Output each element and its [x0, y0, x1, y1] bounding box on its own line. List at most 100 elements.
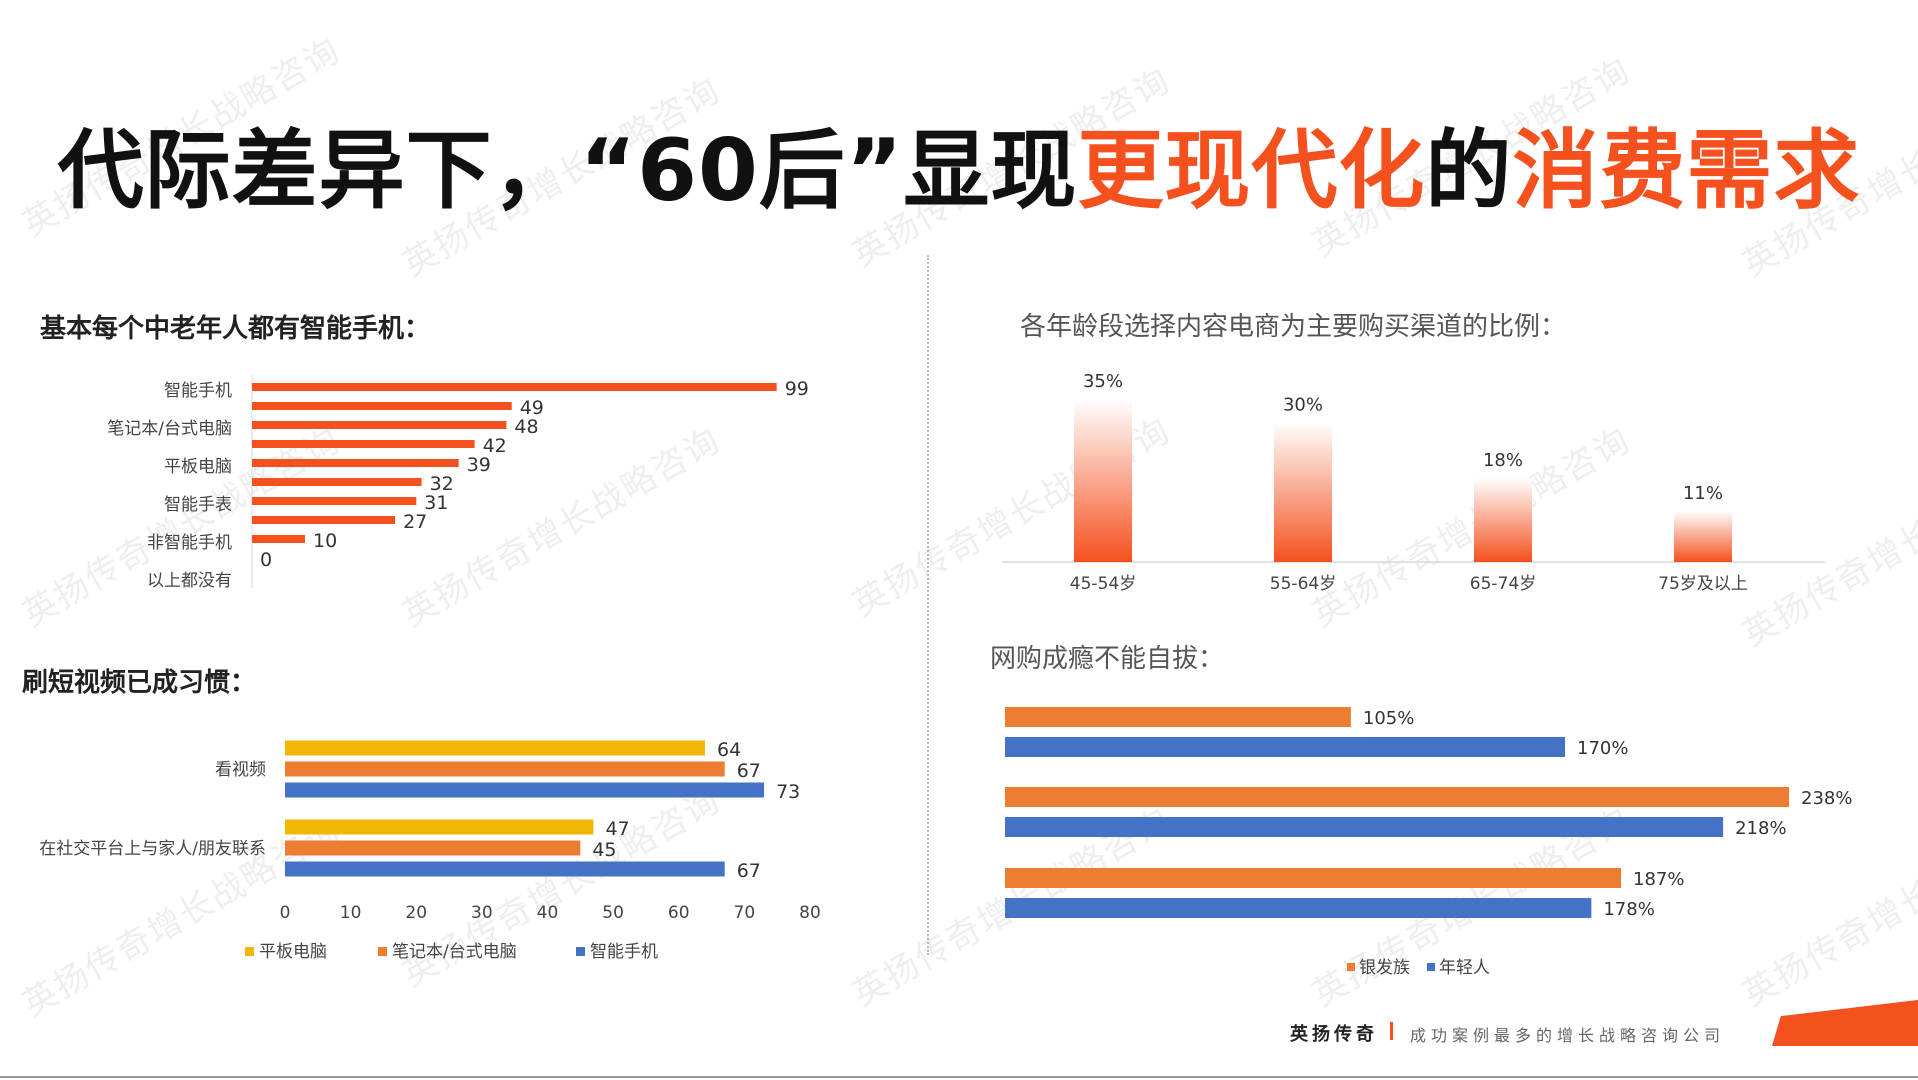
bar-0-0: [285, 740, 705, 756]
x-tick-label-2: 20: [405, 903, 427, 923]
footer-separator: [1390, 1022, 1393, 1040]
y-tick-label-1: 在社交平台上与家人/朋友联系: [39, 839, 266, 859]
x-tick-label-0: 45-54岁: [1070, 574, 1136, 594]
y-tick-label-3: 智能手表: [164, 495, 232, 515]
data-label-8: 10: [313, 530, 337, 552]
bar-1-0: [285, 819, 594, 835]
bar-8: [252, 535, 305, 543]
online-shopping-chart: 105% 170% 238% 218% 187% 178% 银发族 年轻人: [1005, 707, 1852, 978]
legend-swatch-2: [576, 947, 585, 956]
data-label-0-1: 67: [737, 760, 761, 782]
data-label-1-1: 218%: [1735, 818, 1786, 839]
data-label-1-0: 47: [605, 818, 629, 840]
y-tick-label-0: 看视频: [215, 760, 266, 780]
title-text-de: 的: [1425, 121, 1513, 221]
x-tick-label-3: 75岁及以上: [1658, 574, 1748, 594]
y-tick-label-4: 非智能手机: [147, 533, 232, 553]
x-tick-label-1: 10: [340, 903, 362, 923]
bar-2-0: [1005, 868, 1621, 888]
bar-2: [252, 421, 507, 429]
legend-swatch-0: [1347, 963, 1355, 971]
title-highlight-demand: 消费需求: [1512, 121, 1861, 221]
bar-0-1: [1005, 737, 1565, 757]
x-tick-label-8: 80: [799, 903, 821, 923]
bottom-border: [0, 1076, 1918, 1078]
data-label-6: 31: [424, 492, 448, 514]
data-label-1-2: 67: [737, 860, 761, 882]
bar-1-2: [285, 861, 725, 877]
x-tick-label-1: 55-64岁: [1270, 574, 1336, 594]
page-title: 代际差异下，“60后”显现更现代化的消费需求: [0, 100, 1918, 225]
data-label-2-1: 178%: [1603, 899, 1654, 920]
title-text: 代际差异下，“60后”显现: [57, 121, 1078, 221]
legend-swatch-1: [1427, 963, 1435, 971]
legend-swatch-1: [378, 947, 387, 956]
ecommerce-section-title: 各年龄段选择内容电商为主要购买渠道的比例：: [1020, 312, 1567, 342]
data-label-5: 32: [430, 473, 454, 495]
title-highlight-modern: 更现代化: [1077, 121, 1426, 221]
data-label-0-0: 105%: [1363, 708, 1414, 729]
x-tick-label-4: 40: [537, 903, 559, 923]
data-label-1-1: 45: [592, 839, 616, 861]
data-label-3: 11%: [1683, 483, 1723, 504]
legend-label-0: 平板电脑: [259, 942, 327, 962]
data-label-1: 30%: [1283, 394, 1323, 415]
vertical-divider: [927, 255, 929, 955]
footer-slogan: 成功案例最多的增长战略咨询公司: [1410, 1026, 1726, 1045]
bar-2-1: [1005, 898, 1592, 918]
legend-swatch-0: [245, 947, 254, 956]
data-label-0-1: 170%: [1577, 738, 1628, 759]
bar-0: [252, 383, 777, 391]
bar-1: [1274, 422, 1332, 562]
data-label-0-0: 64: [717, 739, 741, 761]
data-label-1: 49: [520, 397, 544, 419]
shopping-section-title: 网购成瘾不能自拔：: [990, 644, 1225, 674]
data-label-2-0: 187%: [1633, 869, 1684, 890]
bar-2: [1474, 478, 1532, 562]
x-tick-label-6: 60: [668, 903, 690, 923]
bar-1-1: [285, 840, 581, 856]
x-tick-label-2: 65-74岁: [1470, 574, 1536, 594]
data-label-4: 39: [467, 454, 491, 476]
legend-label-1: 年轻人: [1439, 958, 1490, 978]
bar-3: [1674, 510, 1732, 562]
smartphone-section-title: 基本每个中老年人都有智能手机：: [40, 314, 431, 344]
data-label-0: 99: [785, 378, 809, 400]
bar-1: [252, 402, 512, 410]
data-label-2: 18%: [1483, 450, 1523, 471]
x-tick-label-5: 50: [602, 903, 624, 923]
data-label-0: 35%: [1083, 371, 1123, 392]
bar-1-1: [1005, 817, 1724, 837]
y-tick-label-1: 笔记本/台式电脑: [107, 419, 232, 439]
bar-4: [252, 459, 459, 467]
footer-brand: 英扬传奇: [1290, 1024, 1378, 1045]
bar-6: [252, 497, 417, 505]
legend-label-2: 智能手机: [590, 942, 658, 962]
bar-1-0: [1005, 787, 1789, 807]
x-tick-label-0: 0: [280, 903, 291, 923]
data-label-3: 42: [483, 435, 507, 457]
y-tick-label-5: 以上都没有: [147, 571, 232, 591]
shortvideo-section-title: 刷短视频已成习惯：: [22, 668, 257, 698]
bar-5: [252, 478, 422, 486]
content-ecommerce-chart: 35% 45-54岁 30% 55-64岁 18% 65-74岁 11% 75岁及以上: [1002, 371, 1825, 594]
legend-label-0: 银发族: [1359, 958, 1410, 978]
x-tick-label-3: 30: [471, 903, 493, 923]
x-tick-label-7: 70: [734, 903, 756, 923]
y-tick-label-0: 智能手机: [164, 381, 232, 401]
bar-3: [252, 440, 475, 448]
data-label-9: 0: [260, 549, 272, 571]
data-label-7: 27: [403, 511, 427, 533]
bar-7: [252, 516, 396, 524]
bar-0: [1074, 399, 1132, 562]
y-tick-label-2: 平板电脑: [164, 457, 232, 477]
bar-0-2: [285, 782, 765, 798]
bar-0-0: [1005, 707, 1351, 727]
bar-0-1: [285, 761, 725, 777]
data-label-0-2: 73: [776, 781, 800, 803]
footer-accent-shape: [1772, 1000, 1918, 1046]
data-label-2: 48: [514, 416, 538, 438]
legend-label-1: 笔记本/台式电脑: [392, 942, 517, 962]
